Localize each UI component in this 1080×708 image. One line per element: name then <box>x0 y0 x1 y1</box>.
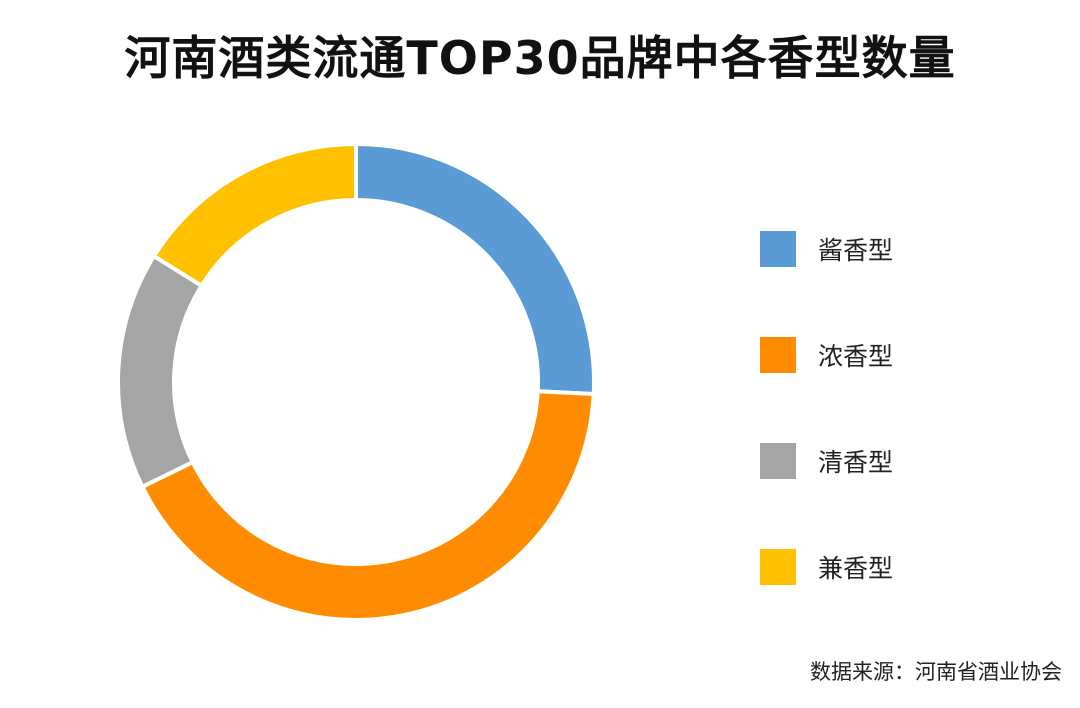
legend: 酱香型 浓香型 清香型 兼香型 <box>760 231 893 585</box>
legend-item-jianxiang: 兼香型 <box>760 549 893 585</box>
legend-swatch-nongxiang <box>760 337 796 373</box>
legend-swatch-qingxiang <box>760 443 796 479</box>
legend-item-jiangxiang: 酱香型 <box>760 231 893 267</box>
data-source-note: 数据来源：河南省酒业协会 <box>810 660 1062 684</box>
legend-label-jianxiang: 兼香型 <box>818 554 894 583</box>
legend-item-nongxiang: 浓香型 <box>760 337 893 373</box>
slice-jianxiang <box>151 141 358 289</box>
chart-title: 河南酒类流通TOP30品牌中各香型数量 <box>124 31 956 85</box>
slice-nongxiang <box>139 389 596 622</box>
legend-swatch-jiangxiang <box>760 231 796 267</box>
legend-label-qingxiang: 清香型 <box>818 448 894 477</box>
slice-jiangxiang <box>354 141 596 397</box>
slice-qingxiang <box>116 253 205 490</box>
legend-swatch-jianxiang <box>760 549 796 585</box>
legend-label-jiangxiang: 酱香型 <box>818 236 894 265</box>
legend-item-qingxiang: 清香型 <box>760 443 893 479</box>
legend-label-nongxiang: 浓香型 <box>818 342 894 371</box>
